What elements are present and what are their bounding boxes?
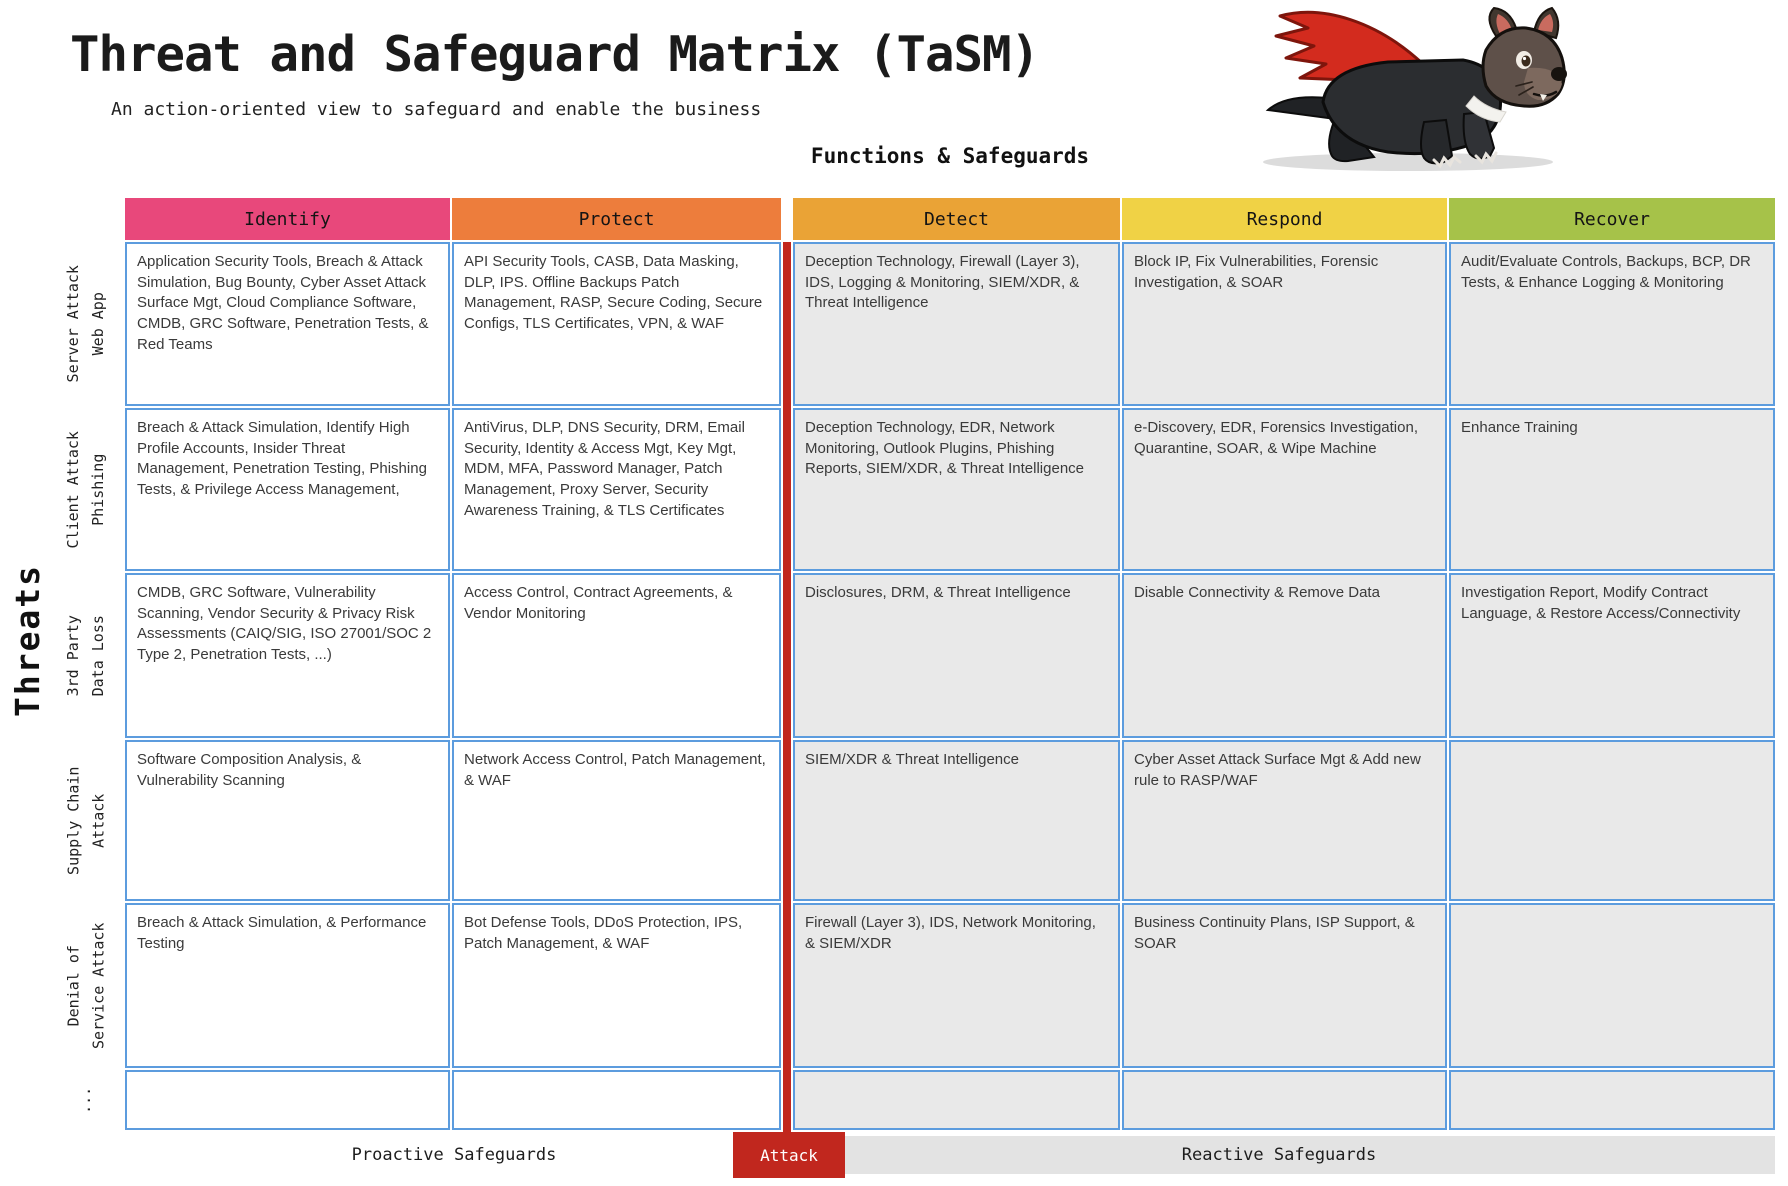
threat-label-denial-of-service-attack: Denial of Service Attack <box>64 922 107 1049</box>
cell-supply-chain-protect: Network Access Control, Patch Management… <box>452 740 781 901</box>
cell-supply-chain-recover <box>1449 740 1775 901</box>
cell-web-app-protect: API Security Tools, CASB, Data Masking, … <box>452 242 781 406</box>
cell-data-loss-identify: CMDB, GRC Software, Vulnerability Scanni… <box>125 573 450 738</box>
cell-data-loss-recover: Investigation Report, Modify Contract La… <box>1449 573 1775 738</box>
cell-empty-respond <box>1122 1070 1447 1130</box>
cell-supply-chain-identify: Software Composition Analysis, & Vulnera… <box>125 740 450 901</box>
tasm-matrix-table: Identify Protect Detect Respond Recover … <box>125 198 1775 1130</box>
threat-label-supply-chain-attack: Supply Chain Attack <box>64 766 107 875</box>
cell-data-loss-protect: Access Control, Contract Agreements, & V… <box>452 573 781 738</box>
tasmanian-devil-mascot-icon <box>1263 6 1567 171</box>
page-subtitle: An action-oriented view to safeguard and… <box>111 99 762 120</box>
threat-label-web-app-server-attack: Server Attack Web App <box>64 265 107 383</box>
cell-empty-recover <box>1449 1070 1775 1130</box>
header-attack-line-gap <box>783 198 791 240</box>
cell-dos-detect: Firewall (Layer 3), IDS, Network Monitor… <box>793 903 1120 1068</box>
cell-phishing-recover: Enhance Training <box>1449 408 1775 571</box>
functions-axis-title: Functions & Safeguards <box>810 144 1090 168</box>
page-title: Threat and Safeguard Matrix (TaSM) <box>70 26 1040 83</box>
cell-empty-protect <box>452 1070 781 1130</box>
column-header-identify: Identify <box>125 198 450 240</box>
cell-data-loss-detect: Disclosures, DRM, & Threat Intelligence <box>793 573 1120 738</box>
cell-dos-respond: Business Continuity Plans, ISP Support, … <box>1122 903 1447 1068</box>
cell-data-loss-respond: Disable Connectivity & Remove Data <box>1122 573 1447 738</box>
cell-dos-identify: Breach & Attack Simulation, & Performanc… <box>125 903 450 1068</box>
threats-axis-title: Threats <box>8 563 48 717</box>
cell-phishing-respond: e-Discovery, EDR, Forensics Investigatio… <box>1122 408 1447 571</box>
proactive-safeguards-label: Proactive Safeguards <box>125 1136 783 1174</box>
column-header-respond: Respond <box>1122 198 1447 240</box>
reactive-safeguards-label: Reactive Safeguards <box>783 1136 1775 1174</box>
cell-phishing-identify: Breach & Attack Simulation, Identify Hig… <box>125 408 450 571</box>
cell-empty-identify <box>125 1070 450 1130</box>
cell-phishing-protect: AntiVirus, DLP, DNS Security, DRM, Email… <box>452 408 781 571</box>
column-header-detect: Detect <box>793 198 1120 240</box>
attack-divider-line <box>783 242 791 1136</box>
threat-label-ellipsis: ... <box>76 1086 95 1114</box>
cell-web-app-detect: Deception Technology, Firewall (Layer 3)… <box>793 242 1120 406</box>
cell-empty-detect <box>793 1070 1120 1130</box>
cell-dos-protect: Bot Defense Tools, DDoS Protection, IPS,… <box>452 903 781 1068</box>
cell-web-app-recover: Audit/Evaluate Controls, Backups, BCP, D… <box>1449 242 1775 406</box>
cell-supply-chain-respond: Cyber Asset Attack Surface Mgt & Add new… <box>1122 740 1447 901</box>
threat-label-3rd-party-data-loss: 3rd Party Data Loss <box>64 614 107 697</box>
threat-label-phishing-client-attack: Client Attack Phishing <box>64 430 107 549</box>
cell-supply-chain-detect: SIEM/XDR & Threat Intelligence <box>793 740 1120 901</box>
attack-badge: Attack <box>733 1132 845 1178</box>
column-header-recover: Recover <box>1449 198 1775 240</box>
cell-phishing-detect: Deception Technology, EDR, Network Monit… <box>793 408 1120 571</box>
cell-web-app-identify: Application Security Tools, Breach & Att… <box>125 242 450 406</box>
column-header-protect: Protect <box>452 198 781 240</box>
cell-web-app-respond: Block IP, Fix Vulnerabilities, Forensic … <box>1122 242 1447 406</box>
cell-dos-recover <box>1449 903 1775 1068</box>
